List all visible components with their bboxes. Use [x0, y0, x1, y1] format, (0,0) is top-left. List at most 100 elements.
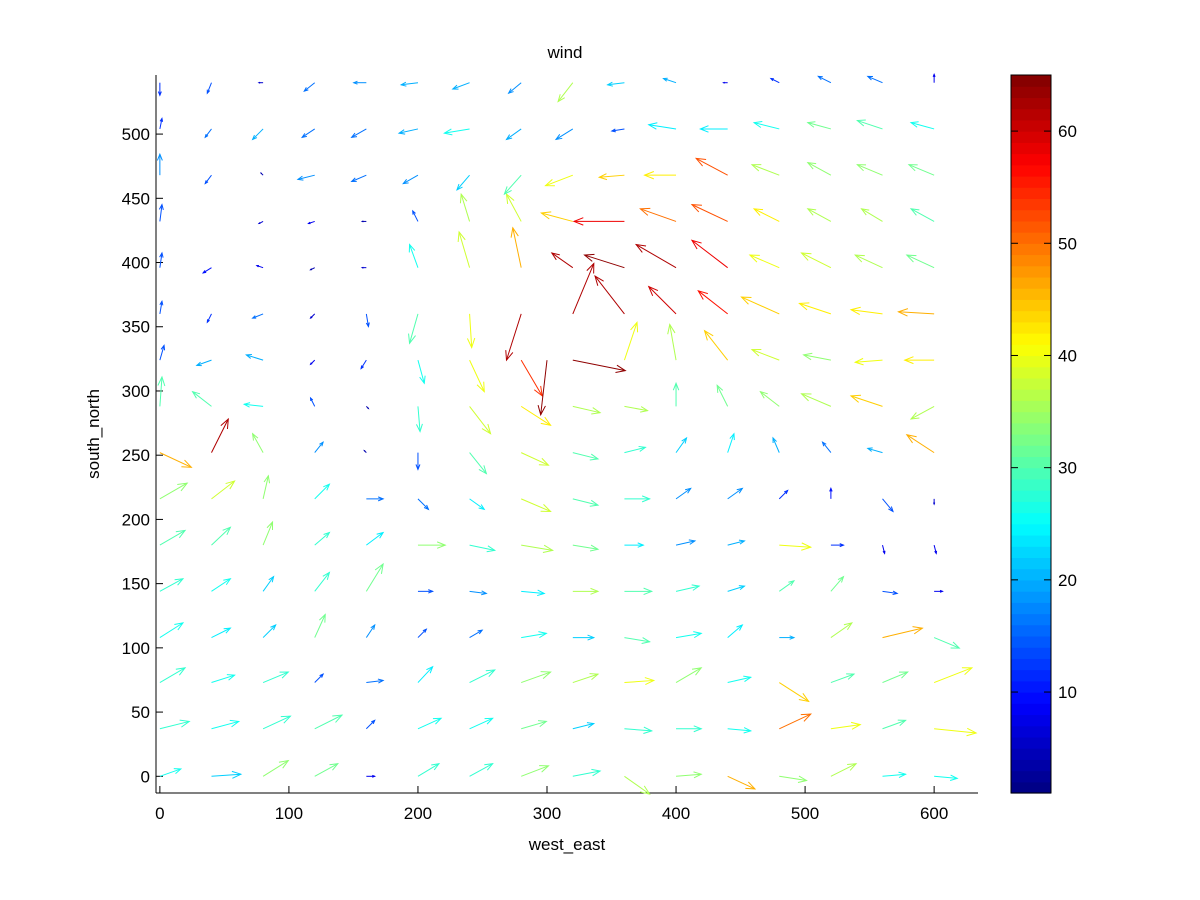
wind-arrow-shaft [727, 624, 743, 638]
wind-arrow-head [802, 352, 813, 361]
colorbar-band [1011, 568, 1051, 581]
wind-arrow-head [644, 677, 656, 686]
wind-arrow-shaft [807, 122, 832, 130]
wind-arrow [520, 452, 550, 466]
wind-arrow [779, 713, 812, 730]
wind-arrow-head [270, 624, 277, 631]
wind-arrow [211, 627, 232, 639]
colorbar-band [1011, 714, 1051, 727]
wind-arrow [520, 359, 543, 398]
wind-arrow-head [583, 253, 595, 262]
colorbar-band [1011, 557, 1051, 570]
wind-arrow-shaft [778, 490, 789, 500]
wind-arrow [360, 266, 367, 269]
wind-arrow-head [538, 631, 548, 639]
y-tick-label: 50 [131, 703, 150, 722]
wind-arrow [159, 578, 185, 592]
wind-arrow-head [423, 504, 430, 511]
wind-arrow-head [806, 161, 817, 170]
wind-arrow [469, 590, 488, 596]
wind-arrow-head [630, 321, 639, 333]
wind-arrow-head [181, 459, 193, 468]
wind-arrow-head [257, 81, 261, 84]
wind-arrow-head [426, 665, 434, 674]
wind-arrow-head [177, 482, 189, 492]
wind-arrow [675, 436, 688, 453]
wind-arrow-head [476, 381, 485, 393]
wind-arrow [769, 77, 780, 84]
wind-arrow [510, 226, 522, 268]
wind-arrow-shaft [882, 544, 886, 554]
wind-arrow-shaft [779, 544, 811, 548]
wind-arrow-shaft [504, 174, 522, 195]
wind-arrow-shaft [572, 452, 599, 460]
wind-arrow-head [397, 129, 406, 135]
wind-arrow [262, 624, 277, 638]
wind-arrow-shaft [365, 563, 384, 592]
y-tick-label: 350 [122, 318, 150, 337]
wind-arrow [397, 128, 419, 135]
wind-arrow [557, 82, 574, 103]
wind-arrow-head [456, 183, 463, 191]
wind-arrow-head [352, 80, 358, 85]
wind-arrow-shaft [159, 204, 163, 222]
wind-arrow [882, 626, 924, 639]
wind-arrow-head [912, 626, 924, 635]
wind-arrow-head [505, 134, 513, 141]
wind-arrow [521, 544, 555, 553]
y-tick-label: 200 [122, 510, 150, 529]
wind-arrow-shaft [512, 227, 522, 268]
wind-arrow-shaft [850, 309, 883, 315]
wind-arrow-shaft [211, 526, 231, 546]
wind-arrow-shaft [898, 311, 935, 315]
wind-arrow [469, 629, 484, 639]
wind-arrow-head [738, 585, 746, 591]
wind-arrow [211, 480, 236, 500]
wind-arrow [521, 720, 548, 730]
wind-arrow [727, 624, 744, 638]
wind-arrow-shaft [818, 75, 832, 84]
wind-arrow-shaft [675, 773, 702, 777]
wind-arrow-shaft [599, 174, 625, 178]
wind-arrow [821, 441, 832, 453]
wind-arrow-head [174, 578, 185, 586]
wind-arrow [610, 128, 625, 133]
wind-arrow-head [301, 133, 307, 139]
wind-arrow-shaft [857, 120, 883, 130]
wind-arrow [469, 452, 488, 475]
wind-arrow [211, 674, 236, 684]
wind-arrow-head [443, 128, 453, 136]
wind-arrow [365, 313, 370, 328]
wind-arrow-head [408, 333, 416, 345]
wind-arrow [415, 452, 421, 471]
wind-arrow-shaft [594, 275, 625, 315]
wind-arrow-shaft [882, 627, 923, 639]
wind-arrow-head [377, 496, 385, 502]
wind-arrow [314, 763, 340, 777]
wind-arrow-shaft [807, 162, 832, 176]
wind-arrow [159, 482, 189, 500]
wind-arrow [933, 544, 938, 555]
wind-arrow-head [759, 390, 768, 399]
wind-arrow-head [251, 432, 259, 441]
wind-arrow-shaft [635, 244, 677, 269]
wind-arrow-head [750, 164, 762, 172]
wind-arrow-shaft [417, 628, 427, 638]
wind-arrow-head [537, 589, 546, 597]
wind-arrow-head [800, 252, 812, 261]
wind-arrow-head [643, 587, 654, 596]
wind-arrow [417, 665, 434, 683]
wind-arrow-shaft [159, 578, 184, 592]
wind-arrow-head [507, 88, 514, 95]
colorbar-band [1011, 288, 1051, 300]
wind-arrow [469, 669, 496, 683]
wind-arrow-shaft [624, 679, 654, 684]
wind-arrow [366, 678, 385, 684]
wind-arrow [262, 520, 274, 546]
wind-arrow-shaft [469, 406, 491, 434]
wind-arrow [350, 174, 367, 183]
wind-arrow [314, 673, 325, 683]
wind-arrow-shaft [192, 391, 212, 407]
wind-arrow [303, 82, 316, 92]
wind-arrow [690, 204, 728, 222]
